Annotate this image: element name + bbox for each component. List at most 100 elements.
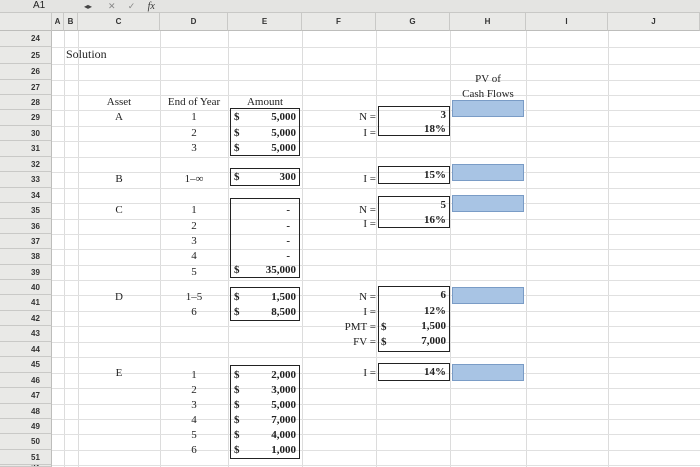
asset-d-pmt-label: PMT = (344, 321, 376, 333)
asset-d-i-value: 12% (424, 305, 446, 317)
gridline (52, 388, 700, 389)
row-header[interactable]: 29 (0, 110, 52, 126)
row-header[interactable]: 47 (0, 388, 52, 404)
column-header-c[interactable]: C (78, 13, 160, 31)
column-header-a[interactable]: A (52, 13, 64, 31)
column-header-i[interactable]: I (526, 13, 608, 31)
dollar-sign: $ (381, 321, 387, 333)
asset-e-year: 2 (191, 384, 197, 396)
row-header[interactable]: 40 (0, 280, 52, 295)
row-header[interactable]: 46 (0, 373, 52, 388)
asset-a-i-label: I = (363, 127, 376, 139)
name-box-dropdown-icon[interactable]: ◂▸ (84, 2, 93, 11)
fx-icon[interactable]: fx (147, 1, 155, 12)
dollar-sign: $ (234, 384, 240, 396)
row-header[interactable]: 37 (0, 234, 52, 249)
asset-a-year: 1 (191, 111, 197, 123)
gridline (52, 219, 700, 220)
row-header[interactable]: 41 (0, 295, 52, 311)
row-header[interactable]: 35 (0, 203, 52, 219)
asset-e-inputs-box (378, 363, 450, 381)
asset-d-fv-label: FV = (353, 336, 376, 348)
asset-b-amount-box (230, 168, 300, 186)
gridline (52, 126, 700, 127)
asset-d-i-label: I = (363, 306, 376, 318)
asset-c-n-label: N = (359, 204, 376, 216)
row-header[interactable]: 49 (0, 419, 52, 434)
asset-a-label: A (115, 111, 123, 123)
asset-e-label: E (115, 367, 123, 379)
column-header-e[interactable]: E (228, 13, 302, 31)
asset-e-i-value: 14% (424, 366, 446, 378)
asset-d-n-label: N = (359, 291, 376, 303)
asset-d-inputs-box (378, 286, 450, 352)
asset-c-pv-cell[interactable] (452, 195, 524, 212)
row-header[interactable]: 33 (0, 172, 52, 188)
row-header[interactable]: 27 (0, 80, 52, 95)
gridline (52, 373, 700, 374)
row-header[interactable]: 43 (0, 326, 52, 342)
column-header-b[interactable]: B (64, 13, 78, 31)
asset-d-pv-cell[interactable] (452, 287, 524, 304)
asset-d-pmt-value: 1,500 (421, 320, 446, 332)
row-header[interactable]: 30 (0, 126, 52, 141)
row-header[interactable]: 39 (0, 265, 52, 280)
name-box[interactable]: A1 (33, 0, 46, 11)
asset-a-amount-box (230, 108, 300, 156)
gridline (52, 280, 700, 281)
gridline (52, 64, 700, 65)
asset-d-fv-value: 7,000 (421, 335, 446, 347)
row-header[interactable]: 24 (0, 31, 52, 47)
row-header[interactable]: 31 (0, 141, 52, 157)
row-header[interactable]: 32 (0, 157, 52, 172)
row-header[interactable]: 42 (0, 311, 52, 326)
asset-a-amount: 5,000 (271, 127, 296, 139)
gridline (52, 95, 700, 96)
asset-c-amount-box (230, 198, 300, 278)
asset-b-years: 1–∞ (184, 173, 204, 185)
dollar-sign: $ (234, 414, 240, 426)
column-header-j[interactable]: J (608, 13, 700, 31)
formula-controls: ✕ ✓ fx (80, 0, 180, 12)
gridline (52, 80, 700, 81)
asset-a-pv-cell[interactable] (452, 100, 524, 117)
asset-c-i-label: I = (363, 218, 376, 230)
dollar-sign: $ (234, 399, 240, 411)
asset-e-pv-cell[interactable] (452, 364, 524, 381)
asset-d-amount: 8,500 (271, 306, 296, 318)
asset-b-label: B (115, 173, 123, 185)
pv-header-line2: Cash Flows (462, 88, 514, 100)
row-header[interactable]: 38 (0, 249, 52, 265)
row-header[interactable]: 25 (0, 47, 52, 64)
row-header[interactable]: 34 (0, 188, 52, 203)
asset-e-amount: 7,000 (271, 414, 296, 426)
gridline (52, 357, 700, 358)
dollar-sign: $ (234, 291, 240, 303)
row-header[interactable]: 51 (0, 450, 52, 465)
row-header[interactable]: 45 (0, 357, 52, 373)
asset-c-n-value: 5 (440, 199, 447, 211)
row-header[interactable]: 26 (0, 64, 52, 80)
asset-e-amount-box (230, 365, 300, 459)
row-header[interactable]: 36 (0, 219, 52, 234)
gridline (52, 419, 700, 420)
gridline (52, 188, 700, 189)
column-header-f[interactable]: F (302, 13, 376, 31)
amount-header: Amount (246, 96, 284, 108)
row-header[interactable]: 48 (0, 404, 52, 419)
gridline (52, 249, 700, 250)
row-header[interactable]: 50 (0, 434, 52, 450)
asset-b-pv-cell[interactable] (452, 164, 524, 181)
column-header-g[interactable]: G (376, 13, 450, 31)
dollar-sign: $ (234, 142, 240, 154)
dollar-sign: $ (234, 444, 240, 456)
cancel-icon[interactable]: ✕ (108, 1, 116, 11)
row-header[interactable]: 28 (0, 95, 52, 110)
asset-e-amount: 5,000 (271, 399, 296, 411)
confirm-icon[interactable]: ✓ (127, 1, 136, 11)
column-header-d[interactable]: D (160, 13, 228, 31)
asset-c-amount-last: 35,000 (265, 264, 296, 276)
row-header[interactable]: 44 (0, 342, 52, 357)
column-header-h[interactable]: H (450, 13, 526, 31)
corner-select-all[interactable] (0, 13, 52, 31)
